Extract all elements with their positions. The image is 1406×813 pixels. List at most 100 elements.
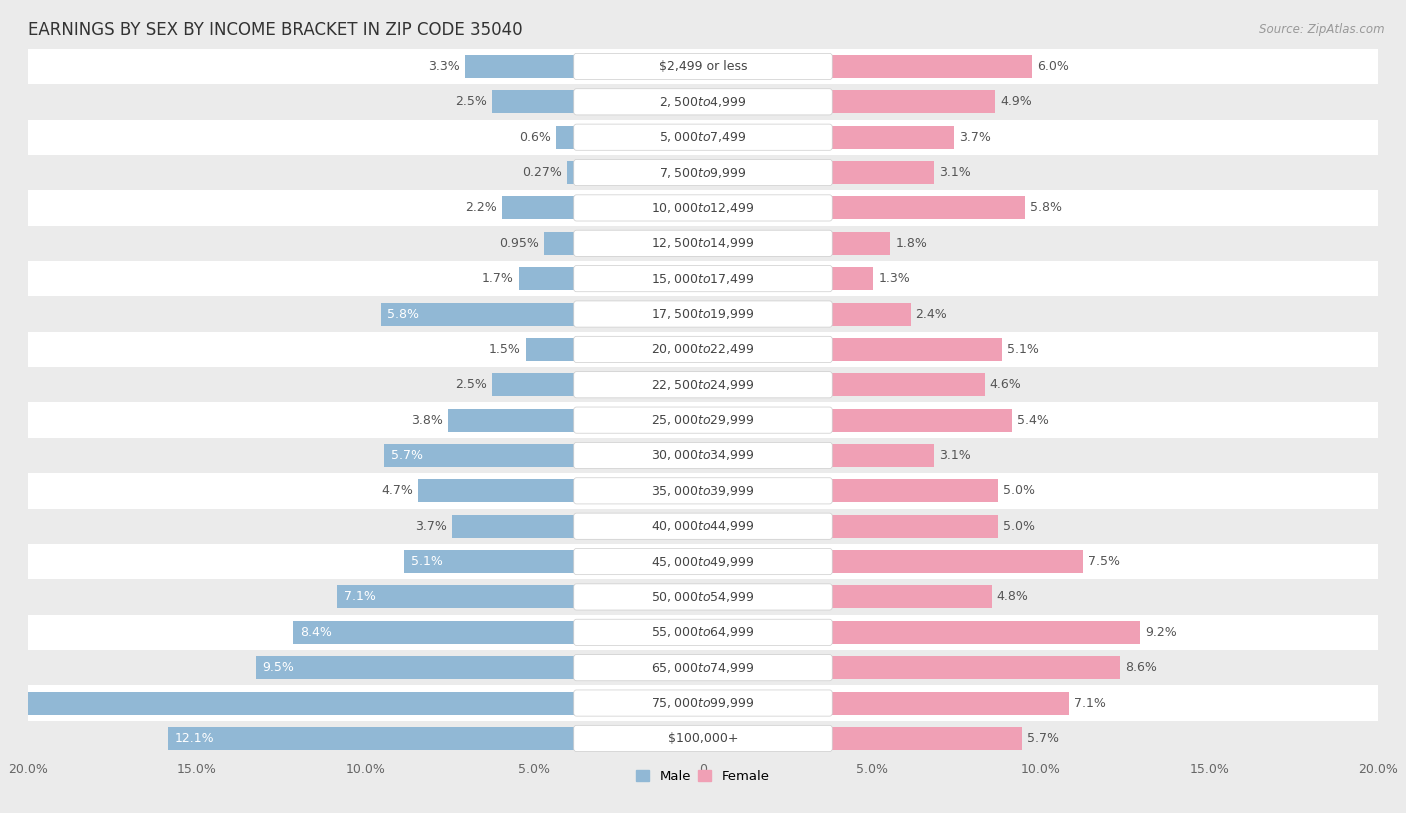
FancyBboxPatch shape — [574, 654, 832, 680]
Bar — [256, 656, 576, 679]
Bar — [28, 297, 1378, 332]
Bar — [28, 473, 1378, 509]
Bar — [28, 437, 1378, 473]
Bar — [830, 550, 1083, 573]
Bar — [337, 585, 576, 608]
Bar — [28, 579, 1378, 615]
Text: 0.6%: 0.6% — [519, 131, 551, 144]
FancyBboxPatch shape — [574, 266, 832, 292]
Bar — [28, 226, 1378, 261]
Bar — [28, 402, 1378, 437]
Bar — [384, 444, 576, 467]
Text: $22,500 to $24,999: $22,500 to $24,999 — [651, 378, 755, 392]
FancyBboxPatch shape — [574, 195, 832, 221]
Text: 7.5%: 7.5% — [1088, 555, 1119, 568]
Text: $12,500 to $14,999: $12,500 to $14,999 — [651, 237, 755, 250]
FancyBboxPatch shape — [574, 513, 832, 539]
Text: 12.1%: 12.1% — [174, 732, 215, 745]
Bar — [830, 197, 1025, 220]
Bar — [28, 544, 1378, 579]
Text: 8.6%: 8.6% — [1125, 661, 1157, 674]
Bar — [28, 120, 1378, 155]
Bar — [451, 515, 576, 537]
Bar — [830, 90, 995, 113]
Text: 5.1%: 5.1% — [411, 555, 443, 568]
Text: 2.5%: 2.5% — [456, 95, 486, 108]
Bar — [405, 550, 576, 573]
Text: 5.7%: 5.7% — [391, 449, 423, 462]
Bar — [28, 650, 1378, 685]
Text: $17,500 to $19,999: $17,500 to $19,999 — [651, 307, 755, 321]
Bar — [557, 126, 576, 149]
Text: $50,000 to $54,999: $50,000 to $54,999 — [651, 590, 755, 604]
Text: 1.5%: 1.5% — [489, 343, 520, 356]
Bar — [28, 720, 1378, 756]
Bar — [449, 409, 576, 432]
FancyBboxPatch shape — [574, 54, 832, 80]
Bar — [28, 332, 1378, 367]
Bar — [465, 55, 576, 78]
Text: 7.1%: 7.1% — [343, 590, 375, 603]
Text: $2,500 to $4,999: $2,500 to $4,999 — [659, 95, 747, 109]
FancyBboxPatch shape — [574, 301, 832, 327]
Text: $100,000+: $100,000+ — [668, 732, 738, 745]
Bar — [381, 302, 576, 325]
FancyBboxPatch shape — [574, 442, 832, 468]
Bar — [830, 444, 934, 467]
Text: 4.9%: 4.9% — [1000, 95, 1032, 108]
Text: $20,000 to $22,499: $20,000 to $22,499 — [651, 342, 755, 356]
Bar — [519, 267, 576, 290]
Text: 2.5%: 2.5% — [456, 378, 486, 391]
Bar — [502, 197, 576, 220]
Bar — [830, 338, 1001, 361]
Text: 5.4%: 5.4% — [1017, 414, 1049, 427]
Text: $7,500 to $9,999: $7,500 to $9,999 — [659, 166, 747, 180]
Text: 5.0%: 5.0% — [1004, 520, 1035, 533]
FancyBboxPatch shape — [574, 159, 832, 185]
Text: $15,000 to $17,499: $15,000 to $17,499 — [651, 272, 755, 285]
Text: 7.1%: 7.1% — [1074, 697, 1107, 710]
Text: $45,000 to $49,999: $45,000 to $49,999 — [651, 554, 755, 568]
FancyBboxPatch shape — [574, 584, 832, 610]
Text: Source: ZipAtlas.com: Source: ZipAtlas.com — [1260, 23, 1385, 36]
Text: $25,000 to $29,999: $25,000 to $29,999 — [651, 413, 755, 427]
Bar — [830, 232, 890, 254]
Text: 1.3%: 1.3% — [879, 272, 910, 285]
Bar — [830, 692, 1069, 715]
Bar — [0, 692, 576, 715]
Bar — [28, 261, 1378, 297]
FancyBboxPatch shape — [574, 407, 832, 433]
Bar — [830, 267, 873, 290]
Text: 1.7%: 1.7% — [482, 272, 515, 285]
Text: 8.4%: 8.4% — [299, 626, 332, 639]
Text: 3.7%: 3.7% — [959, 131, 991, 144]
Text: $75,000 to $99,999: $75,000 to $99,999 — [651, 696, 755, 710]
Text: 2.4%: 2.4% — [915, 307, 948, 320]
Bar — [830, 656, 1119, 679]
Bar — [830, 126, 955, 149]
Text: 5.8%: 5.8% — [388, 307, 419, 320]
Text: $55,000 to $64,999: $55,000 to $64,999 — [651, 625, 755, 639]
Bar — [169, 727, 576, 750]
FancyBboxPatch shape — [574, 690, 832, 716]
Bar — [830, 409, 1012, 432]
Bar — [568, 161, 576, 184]
Text: 9.2%: 9.2% — [1144, 626, 1177, 639]
Text: $40,000 to $44,999: $40,000 to $44,999 — [651, 520, 755, 533]
FancyBboxPatch shape — [574, 549, 832, 575]
FancyBboxPatch shape — [574, 725, 832, 751]
Text: 3.8%: 3.8% — [412, 414, 443, 427]
Text: 9.5%: 9.5% — [263, 661, 294, 674]
Bar — [28, 85, 1378, 120]
Bar — [28, 190, 1378, 226]
Text: 6.0%: 6.0% — [1038, 60, 1069, 73]
Bar — [830, 621, 1140, 644]
Text: 0.27%: 0.27% — [523, 166, 562, 179]
FancyBboxPatch shape — [574, 620, 832, 646]
FancyBboxPatch shape — [574, 124, 832, 150]
Text: 4.8%: 4.8% — [997, 590, 1028, 603]
Bar — [830, 727, 1022, 750]
Bar — [292, 621, 576, 644]
Text: 4.7%: 4.7% — [381, 485, 413, 498]
Bar — [830, 515, 998, 537]
